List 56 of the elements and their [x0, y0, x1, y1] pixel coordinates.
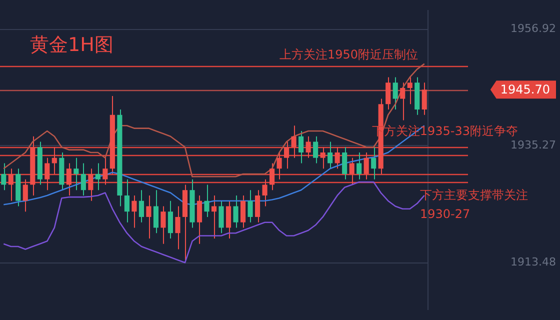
candlestick: [124, 178, 130, 223]
candlestick: [233, 194, 238, 228]
candlestick: [44, 157, 50, 191]
candlestick: [306, 136, 311, 158]
candlestick: [364, 152, 369, 180]
candlestick: [284, 141, 290, 170]
candlestick: [400, 82, 406, 121]
candlestick: [52, 146, 57, 174]
candlestick: [407, 76, 412, 105]
candlestick: [349, 157, 354, 186]
candlestick: [320, 146, 326, 170]
candlestick: [269, 162, 275, 191]
candlestick: [1, 162, 6, 191]
candlestick: [175, 206, 180, 250]
candlestick: [248, 190, 253, 223]
candlestick: [342, 146, 348, 180]
candlestick: [211, 194, 217, 239]
candlestick: [334, 146, 340, 170]
candlestick: [422, 82, 427, 116]
candlestick: [132, 194, 137, 228]
y-tick-label: 1935.27: [510, 138, 556, 152]
text: 黄金1H图: [30, 34, 114, 56]
ref-line-label: 1945.70: [500, 82, 550, 97]
candlestick: [240, 194, 246, 228]
y-tick-label: 1913.48: [510, 256, 556, 269]
ref-line-label: 上方关注1950附近压制位: [279, 48, 418, 62]
candlestick: [356, 152, 362, 180]
candlestick: [392, 76, 398, 110]
candlestick: [138, 190, 144, 223]
candlestick: [22, 178, 28, 212]
candlestick: [291, 125, 296, 158]
candlestick: [386, 76, 391, 110]
candlestick: [102, 157, 108, 186]
candlestick: [371, 146, 376, 180]
candlestick: [146, 194, 152, 239]
candlestick: [153, 190, 159, 234]
candlestick: [328, 141, 333, 170]
candlestick: [88, 168, 94, 202]
candlestick: [8, 168, 14, 202]
candlestick: [226, 200, 232, 239]
candlestick: [160, 206, 166, 244]
candlestick: [74, 157, 79, 191]
candlestick: [66, 162, 72, 196]
candlestick: [168, 200, 174, 239]
candlestick: [262, 178, 268, 207]
candlestick: [204, 184, 210, 218]
candlestick: [254, 190, 260, 223]
candlestick: [298, 130, 304, 164]
candlestick: [276, 152, 282, 180]
candlestick: [313, 136, 318, 164]
candlestick: [95, 162, 100, 191]
y-tick-label: 1956.92: [510, 22, 556, 36]
candlestick: [196, 194, 202, 244]
ref-line-label: 下方主要支撑带关注 1930-27: [420, 188, 528, 222]
candlestick: [218, 200, 224, 234]
candlestick: [80, 162, 86, 196]
